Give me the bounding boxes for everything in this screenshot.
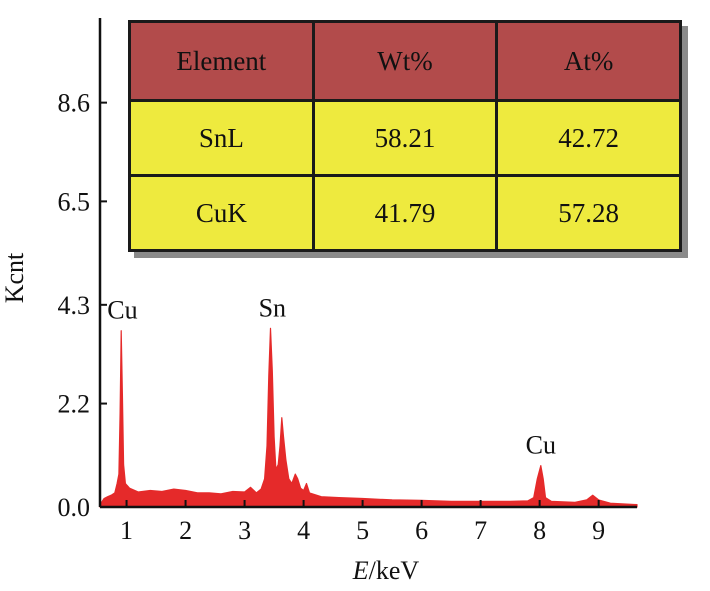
x-axis-title: E/keV	[352, 556, 420, 585]
table-row: SnL 58.21 42.72	[128, 99, 682, 177]
peak-labels: Cu Sn Cu	[107, 293, 556, 459]
y-tick-label: 6.5	[58, 187, 91, 216]
x-tick-label: 9	[592, 516, 605, 545]
table-row: CuK 41.79 57.28	[128, 174, 682, 252]
header-at-percent: At%	[495, 20, 682, 102]
header-element: Element	[128, 20, 315, 102]
x-axis-title-symbol: E	[352, 556, 369, 585]
x-tick-label: 2	[179, 516, 192, 545]
cell-element: CuK	[128, 174, 315, 252]
x-axis-title-unit: /keV	[369, 556, 420, 585]
peak-label: Sn	[259, 293, 286, 322]
cell-wt-percent: 58.21	[311, 99, 499, 177]
cell-element: SnL	[128, 99, 315, 177]
y-tick-label: 0.0	[58, 493, 91, 522]
composition-table: Element Wt% At% SnL 58.21 42.72 CuK 41.7…	[128, 20, 682, 252]
peak-label: Cu	[526, 431, 556, 460]
y-axis-ticks: 0.0 2.2 4.3 6.5 8.6	[58, 89, 107, 522]
y-tick-label: 2.2	[58, 390, 91, 419]
x-axis-ticks: 1 2 3 4 5 6 7 8 9	[120, 500, 605, 545]
cell-at-percent: 57.28	[495, 174, 682, 252]
table-header-row: Element Wt% At%	[128, 20, 682, 102]
x-tick-label: 1	[120, 516, 133, 545]
x-tick-label: 4	[297, 516, 310, 545]
x-tick-label: 7	[474, 516, 487, 545]
cell-at-percent: 42.72	[495, 99, 682, 177]
x-tick-label: 8	[533, 516, 546, 545]
y-tick-label: 8.6	[58, 89, 91, 118]
x-tick-label: 6	[415, 516, 428, 545]
y-axis-title: Kcnt	[0, 252, 29, 303]
x-tick-label: 3	[238, 516, 251, 545]
y-tick-label: 4.3	[58, 291, 91, 320]
cell-wt-percent: 41.79	[311, 174, 499, 252]
plot-area	[99, 327, 638, 508]
spectrum-series-0	[99, 327, 638, 508]
x-tick-label: 5	[356, 516, 369, 545]
peak-label: Cu	[107, 296, 137, 325]
header-wt-percent: Wt%	[311, 20, 499, 102]
